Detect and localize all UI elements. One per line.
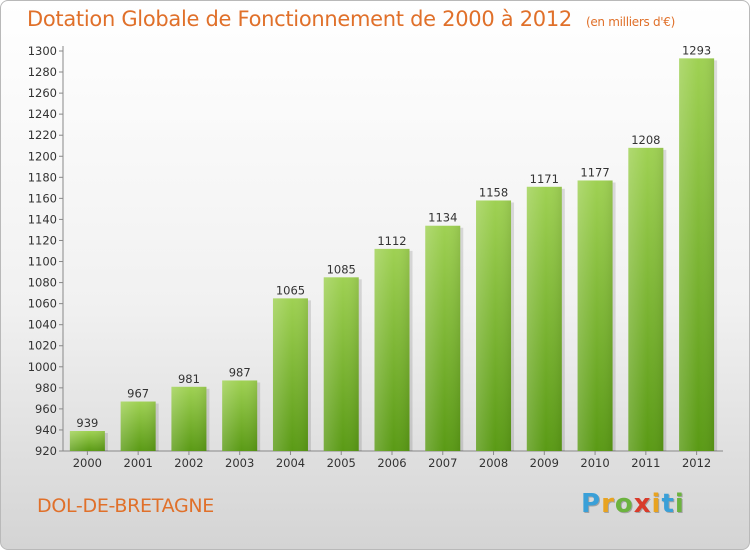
x-tick-label: 2004 xyxy=(276,456,305,470)
logo-letter: i xyxy=(674,489,685,519)
bar-highlight xyxy=(374,248,410,451)
logo-letter: t xyxy=(661,489,675,519)
x-tick-label: 2003 xyxy=(225,456,254,470)
town-name: DOL-DE-BRETAGNE xyxy=(37,495,214,517)
y-tick-label: 1080 xyxy=(28,276,57,290)
y-tick-label: 1200 xyxy=(28,149,57,163)
y-tick-label: 980 xyxy=(35,381,57,395)
y-tick-label: 1160 xyxy=(28,191,57,205)
x-tick-label: 2002 xyxy=(174,456,203,470)
x-tick-label: 2001 xyxy=(124,456,153,470)
bar-highlight xyxy=(526,186,562,451)
bar-highlight xyxy=(628,147,664,451)
y-tick-label: 1000 xyxy=(28,360,57,374)
x-tick-label: 2010 xyxy=(580,456,609,470)
y-tick-label: 1220 xyxy=(28,128,57,142)
y-tick-label: 920 xyxy=(35,444,57,458)
y-tick-label: 960 xyxy=(35,402,57,416)
data-label: 1065 xyxy=(276,283,305,297)
chart-title-text: Dotation Globale de Fonctionnement de 20… xyxy=(27,7,572,31)
bar-highlight xyxy=(577,180,613,451)
bar-highlight xyxy=(272,298,308,451)
y-tick-label: 1280 xyxy=(28,65,57,79)
y-tick-label: 1140 xyxy=(28,212,57,226)
x-tick-label: 2011 xyxy=(631,456,660,470)
data-label: 939 xyxy=(76,416,98,430)
data-label: 1177 xyxy=(580,165,609,179)
x-tick-label: 2012 xyxy=(682,456,711,470)
y-tick-label: 1180 xyxy=(28,170,57,184)
bar-highlight xyxy=(171,386,207,451)
x-tick-label: 2006 xyxy=(377,456,406,470)
y-tick-label: 1100 xyxy=(28,255,57,269)
data-label: 1171 xyxy=(530,172,559,186)
bars xyxy=(69,58,718,452)
bar-highlight xyxy=(323,277,359,451)
bar-highlight xyxy=(679,58,715,452)
bar-highlight xyxy=(69,431,105,451)
x-tick-label: 2005 xyxy=(327,456,356,470)
axes: 920 940 960 980 1000 1020 1040 1060 1080 1100 1120… xyxy=(28,44,723,470)
x-tick-label: 2008 xyxy=(479,456,508,470)
y-tick-label: 1060 xyxy=(28,297,57,311)
y-tick-label: 1240 xyxy=(28,107,57,121)
y-tick-label: 1120 xyxy=(28,233,57,247)
data-label: 1158 xyxy=(479,185,508,199)
data-label: 1208 xyxy=(631,133,660,147)
y-tick-label: 1260 xyxy=(28,86,57,100)
x-tick-label: 2007 xyxy=(428,456,457,470)
data-label: 981 xyxy=(178,372,200,386)
y-tick-label: 1020 xyxy=(28,339,57,353)
logo-letter: r xyxy=(601,489,615,519)
bar-highlight xyxy=(222,380,258,451)
value-labels: 939 967 981 987 1065 1085 1112 1134 1158 1171 1177… xyxy=(76,43,711,430)
proxiti-logo: Proxiti xyxy=(581,489,685,519)
x-tick-label: 2000 xyxy=(73,456,102,470)
x-tick-label: 2009 xyxy=(530,456,559,470)
bar-highlight xyxy=(476,200,512,451)
data-label: 1085 xyxy=(327,262,356,276)
bar-highlight xyxy=(425,225,461,451)
data-label: 1293 xyxy=(682,43,711,57)
data-label: 1112 xyxy=(377,234,406,248)
logo-letter: i xyxy=(651,489,662,519)
y-tick-label: 1300 xyxy=(28,44,57,58)
logo-letter: x xyxy=(633,489,652,519)
logo-letter: o xyxy=(614,489,634,519)
bar-highlight xyxy=(120,401,156,451)
data-label: 987 xyxy=(229,365,251,379)
logo-letter: P xyxy=(581,489,602,519)
data-label: 967 xyxy=(127,387,149,401)
y-tick-label: 1040 xyxy=(28,318,57,332)
y-tick-label: 940 xyxy=(35,423,57,437)
data-label: 1134 xyxy=(428,211,457,225)
chart-subtitle: (en milliers d'€) xyxy=(585,15,675,29)
chart-title: Dotation Globale de Fonctionnement de 20… xyxy=(27,7,675,31)
